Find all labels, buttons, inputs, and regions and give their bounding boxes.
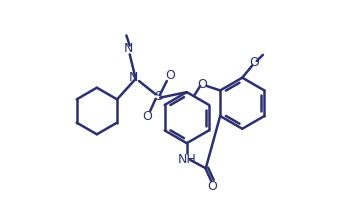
Text: O: O <box>250 56 260 69</box>
Text: N: N <box>129 71 138 84</box>
Text: O: O <box>198 78 207 91</box>
Text: O: O <box>142 110 152 123</box>
Text: O: O <box>207 180 217 193</box>
Text: NH: NH <box>178 153 196 166</box>
Text: S: S <box>154 90 162 103</box>
Text: O: O <box>165 69 175 82</box>
Text: N: N <box>124 42 133 55</box>
